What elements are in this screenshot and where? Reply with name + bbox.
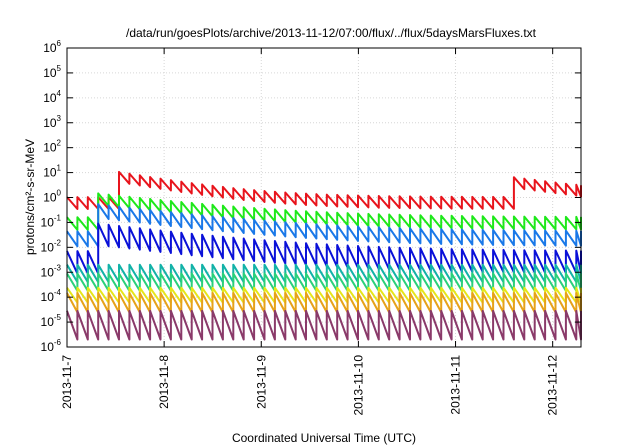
series-line-2 — [66, 192, 582, 231]
y-tick-label: 106 — [43, 39, 61, 55]
x-tick-label: 2013-11-7 — [60, 355, 74, 409]
series-line-1 — [66, 170, 582, 210]
x-tick-label: 2013-11-8 — [157, 355, 171, 409]
y-axis: 10-6 10-5 10-4 10-3 10-2 10-1 100 101 102 103 104 1… — [41, 39, 581, 354]
series-group — [66, 170, 582, 341]
y-tick-label: 103 — [43, 114, 61, 130]
x-tick-label: 2013-11-12 — [546, 355, 560, 416]
x-tick-label: 2013-11-9 — [254, 355, 268, 409]
y-tick-label: 105 — [43, 64, 61, 80]
y-tick-label: 100 — [43, 189, 61, 205]
y-tick-label: 101 — [43, 164, 61, 180]
y-tick-label: 10-3 — [41, 263, 62, 279]
x-axis: 2013-11-7 2013-11-8 2013-11-9 2013-11-10 201… — [60, 48, 560, 416]
series-line-9 — [66, 309, 582, 341]
series-line-6 — [66, 272, 582, 292]
y-tick-label: 10-4 — [41, 288, 62, 304]
series-line-3 — [66, 203, 582, 248]
chart-title: /data/run/goesPlots/archive/2013-11-12/0… — [126, 26, 537, 40]
y-tick-label: 10-1 — [41, 213, 62, 229]
x-tick-label: 2013-11-11 — [449, 355, 463, 415]
y-tick-label: 10-5 — [41, 313, 62, 329]
x-tick-label: 2013-11-10 — [351, 355, 365, 416]
y-tick-label: 10-6 — [41, 338, 62, 354]
series-line-8 — [66, 292, 582, 314]
y-tick-label: 10-2 — [41, 238, 62, 254]
y-tick-label: 102 — [43, 139, 61, 155]
y-axis-label: protons/cm²-s-sr-MeV — [23, 139, 37, 255]
y-tick-label: 104 — [43, 89, 61, 105]
x-axis-label: Coordinated Universal Time (UTC) — [232, 431, 416, 445]
